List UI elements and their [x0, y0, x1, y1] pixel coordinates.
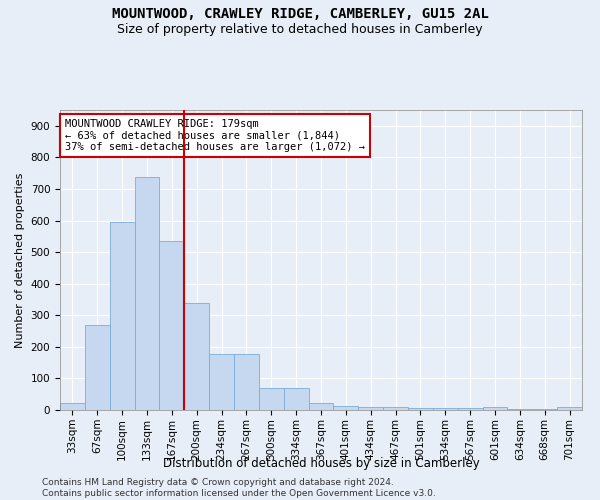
Text: Contains HM Land Registry data © Crown copyright and database right 2024.
Contai: Contains HM Land Registry data © Crown c…	[42, 478, 436, 498]
Text: Size of property relative to detached houses in Camberley: Size of property relative to detached ho…	[117, 22, 483, 36]
Bar	[134, 177, 160, 410]
Text: MOUNTWOOD, CRAWLEY RIDGE, CAMBERLEY, GU15 2AL: MOUNTWOOD, CRAWLEY RIDGE, CAMBERLEY, GU1…	[112, 8, 488, 22]
Bar	[184, 304, 209, 410]
Bar	[482, 408, 508, 410]
Text: MOUNTWOOD CRAWLEY RIDGE: 179sqm
← 63% of detached houses are smaller (1,844)
37%: MOUNTWOOD CRAWLEY RIDGE: 179sqm ← 63% of…	[65, 119, 365, 152]
Bar	[60, 403, 85, 410]
Bar	[308, 403, 334, 410]
Bar	[160, 241, 184, 410]
Bar	[209, 354, 234, 410]
Bar	[458, 408, 482, 410]
Bar	[259, 388, 284, 410]
Bar	[234, 354, 259, 410]
Bar	[85, 324, 110, 410]
Bar	[110, 222, 134, 410]
Y-axis label: Number of detached properties: Number of detached properties	[15, 172, 25, 348]
Bar	[334, 406, 358, 410]
Bar	[358, 407, 383, 410]
Bar	[557, 408, 582, 410]
Bar	[408, 408, 433, 410]
Bar	[433, 408, 458, 410]
Text: Distribution of detached houses by size in Camberley: Distribution of detached houses by size …	[163, 458, 479, 470]
Bar	[383, 407, 408, 410]
Bar	[284, 388, 308, 410]
